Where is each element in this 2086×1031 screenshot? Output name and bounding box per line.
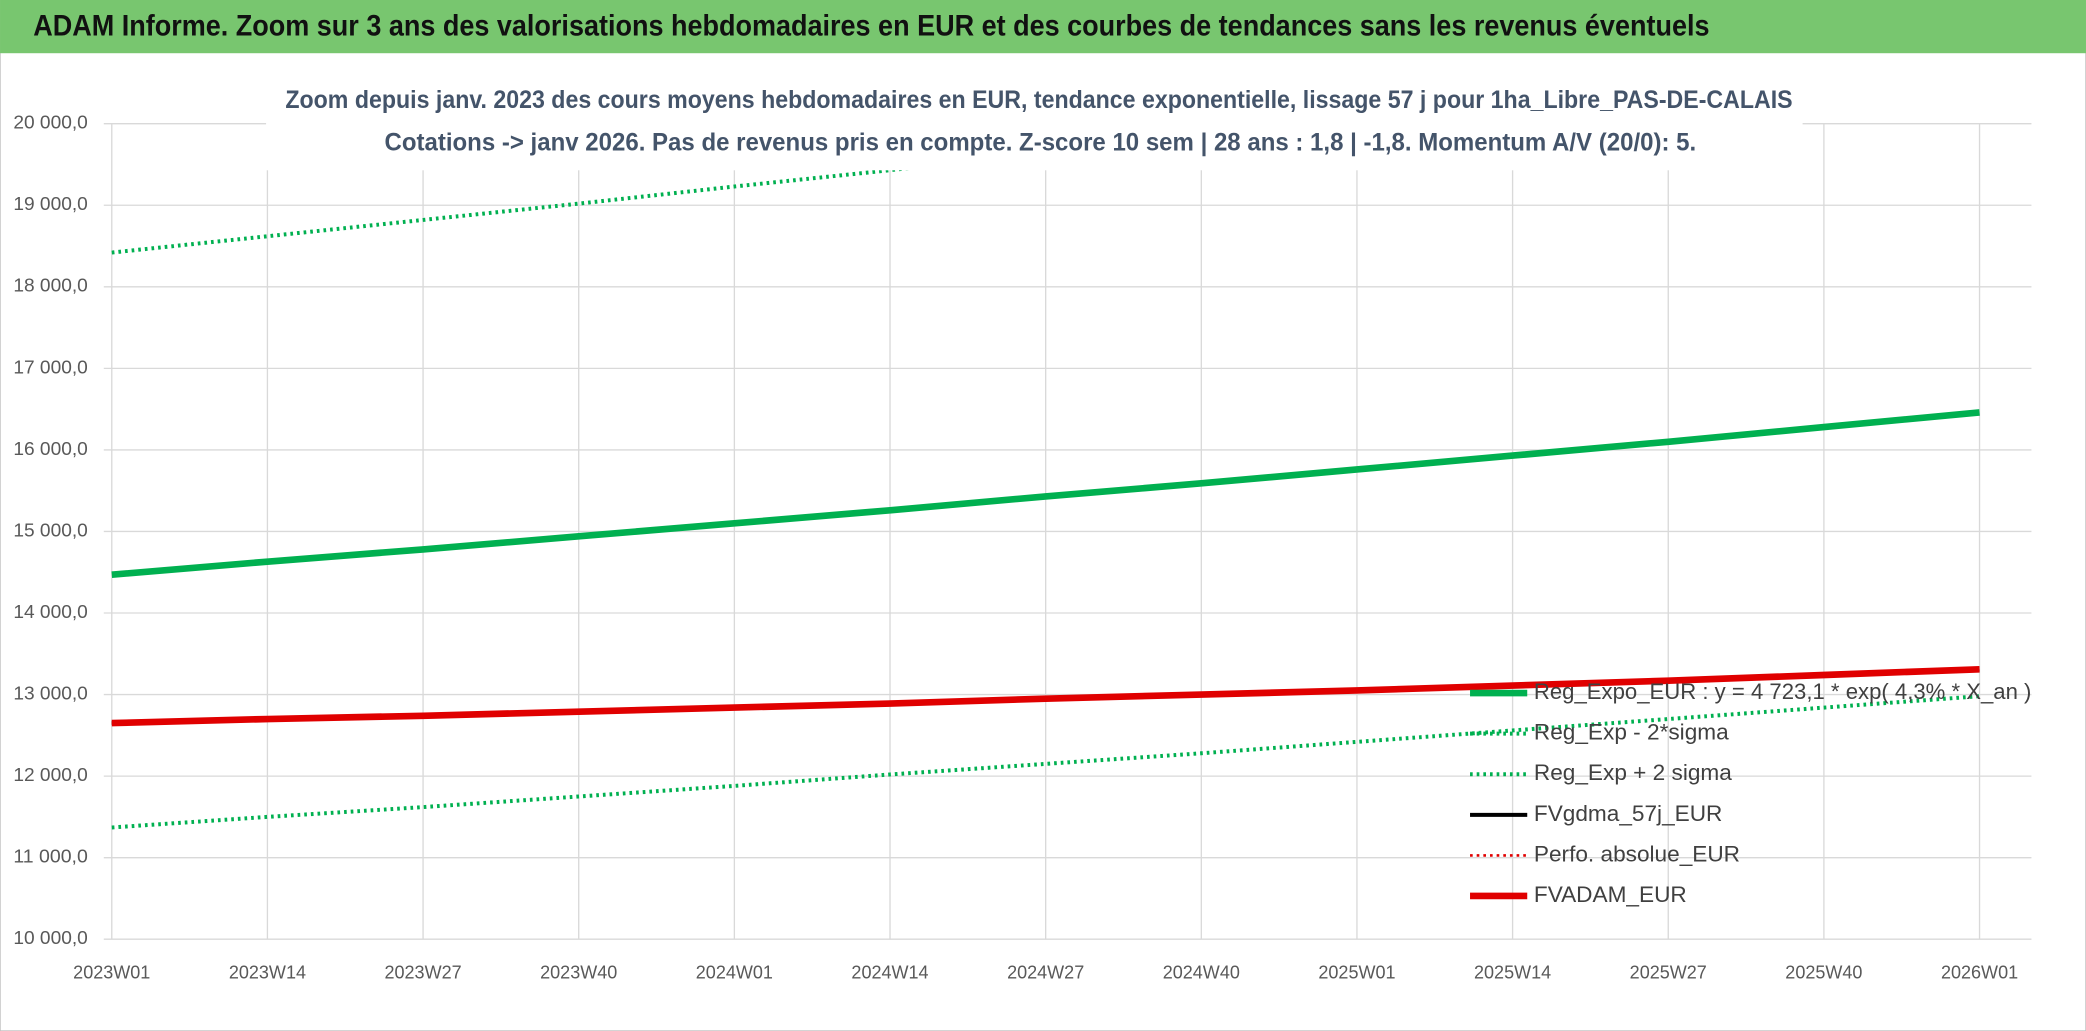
y-tick-label: 10 000,0 — [13, 927, 87, 948]
y-tick-label: 11 000,0 — [13, 846, 87, 867]
legend-label: Reg_Exp + 2 sigma — [1534, 760, 1732, 785]
title-box — [266, 77, 1803, 171]
y-tick-label: 17 000,0 — [13, 356, 87, 377]
y-tick-label: 14 000,0 — [13, 601, 87, 622]
legend-label: Perfo. absolue_EUR — [1534, 841, 1740, 866]
x-tick-label: 2023W01 — [73, 962, 150, 983]
y-tick-label: 18 000,0 — [13, 275, 87, 296]
x-tick-label: 2023W14 — [229, 962, 306, 983]
x-tick-label: 2025W14 — [1474, 962, 1551, 983]
y-tick-label: 13 000,0 — [13, 682, 87, 703]
x-tick-label: 2024W01 — [696, 962, 773, 983]
chart-subtitle: Cotations -> janv 2026. Pas de revenus p… — [384, 128, 1696, 156]
x-tick-label: 2025W27 — [1630, 962, 1707, 983]
header-title: ADAM Informe. Zoom sur 3 ans des valoris… — [33, 11, 1709, 43]
x-tick-label: 2024W14 — [851, 962, 928, 983]
series-line — [111, 665, 1980, 727]
y-tick-label: 19 000,0 — [13, 193, 87, 214]
legend-label: Reg_Exp - 2*sigma — [1534, 720, 1729, 745]
y-tick-label: 16 000,0 — [13, 438, 87, 459]
y-tick-label: 12 000,0 — [13, 764, 87, 785]
x-tick-label: 2026W01 — [1941, 962, 2018, 983]
series-line — [111, 409, 1980, 578]
x-tick-label: 2023W27 — [384, 962, 461, 983]
legend-label: FVADAM_EUR — [1534, 882, 1687, 907]
legend-label: FVgdma_57j_EUR — [1534, 801, 1723, 826]
x-tick-label: 2024W40 — [1163, 962, 1240, 983]
x-tick-label: 2024W27 — [1007, 962, 1084, 983]
chart-title: Zoom depuis janv. 2023 des cours moyens … — [285, 86, 1792, 114]
header-band — [0, 0, 2086, 54]
x-tick-label: 2025W01 — [1318, 962, 1395, 983]
y-tick-label: 15 000,0 — [13, 519, 87, 540]
y-tick-label: 20 000,0 — [13, 112, 87, 133]
legend-label: Reg_Expo_EUR : y = 4 723,1 * exp( 4,3% *… — [1534, 679, 2032, 704]
x-tick-label: 2025W40 — [1785, 962, 1862, 983]
x-tick-label: 2023W40 — [540, 962, 617, 983]
